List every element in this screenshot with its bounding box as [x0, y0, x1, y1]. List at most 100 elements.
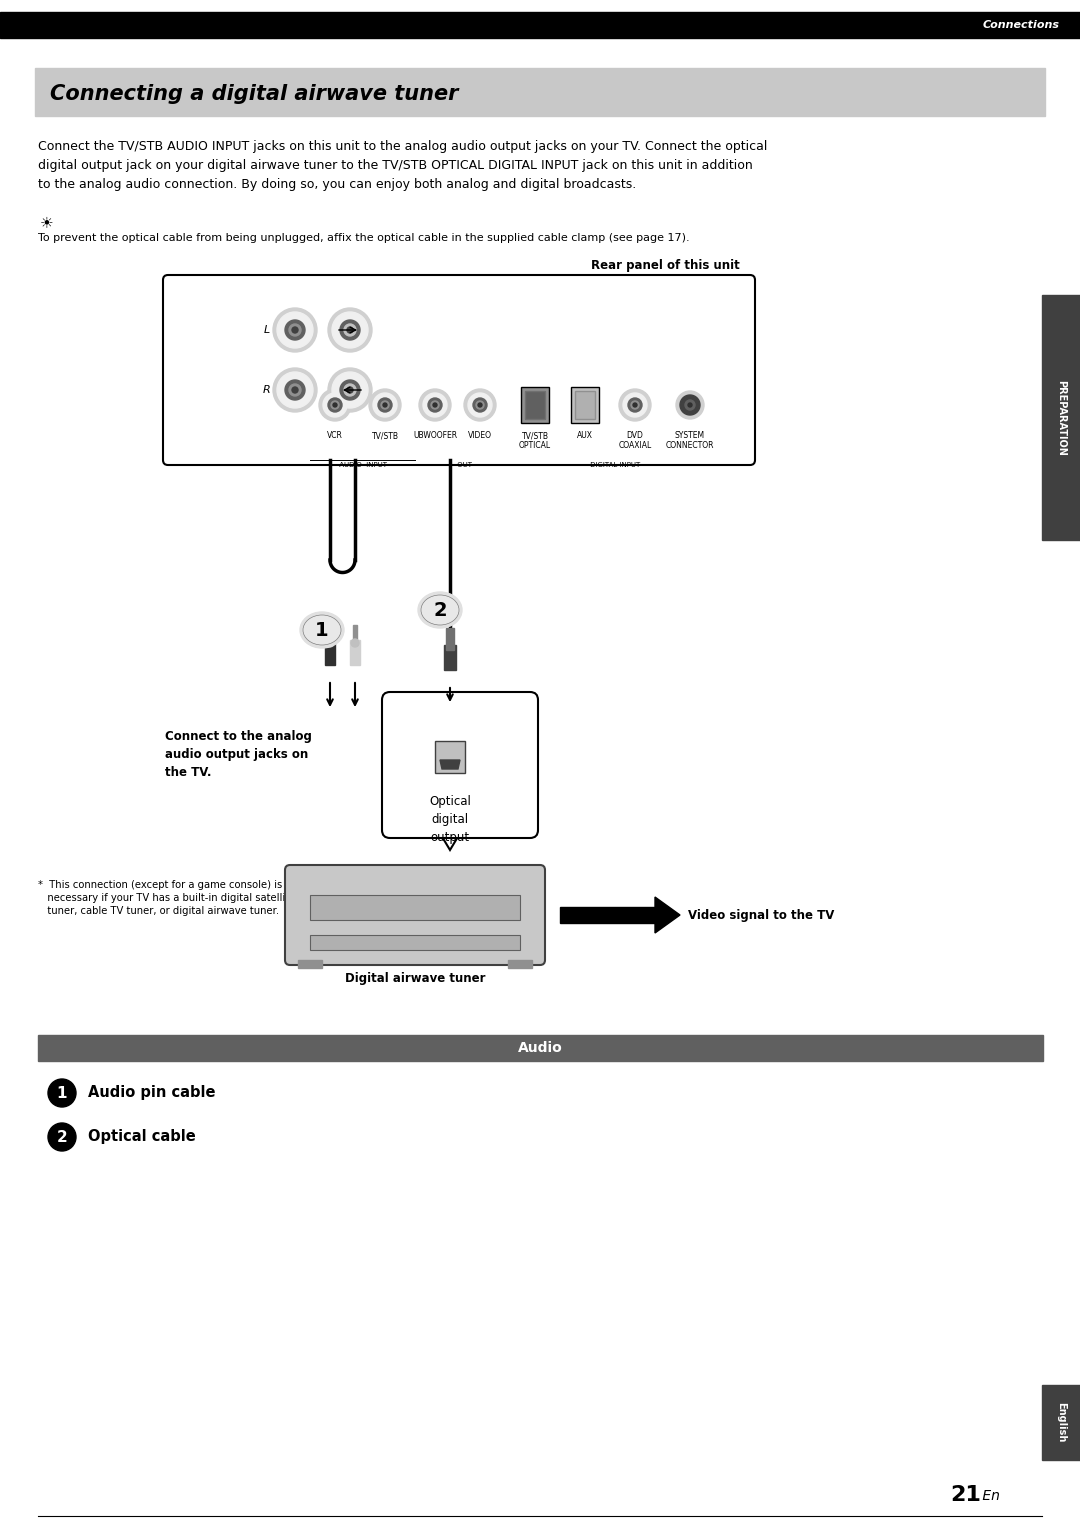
Text: Video signal to the TV: Video signal to the TV — [688, 908, 835, 922]
Text: AUX: AUX — [577, 430, 593, 439]
Circle shape — [369, 389, 401, 421]
Circle shape — [373, 394, 397, 417]
Circle shape — [276, 311, 313, 348]
Circle shape — [345, 324, 356, 336]
Circle shape — [351, 639, 359, 647]
Circle shape — [680, 395, 700, 415]
Bar — [353, 626, 357, 645]
Text: OPTICAL: OPTICAL — [518, 441, 551, 450]
Circle shape — [332, 372, 368, 407]
Text: Rear panel of this unit: Rear panel of this unit — [591, 259, 740, 272]
Bar — [525, 391, 545, 420]
Circle shape — [633, 403, 637, 407]
Circle shape — [631, 401, 639, 409]
Circle shape — [478, 403, 482, 407]
Text: 1: 1 — [57, 1085, 67, 1100]
Text: 2: 2 — [56, 1129, 67, 1144]
Text: Connections: Connections — [983, 20, 1059, 31]
Text: VIDEO: VIDEO — [468, 430, 492, 439]
Text: TV/STB: TV/STB — [372, 430, 399, 439]
Text: To prevent the optical cable from being unplugged, affix the optical cable in th: To prevent the optical cable from being … — [38, 233, 690, 243]
Text: Audio pin cable: Audio pin cable — [87, 1085, 216, 1100]
Text: 1: 1 — [315, 621, 328, 639]
Bar — [571, 388, 599, 423]
FancyBboxPatch shape — [382, 691, 538, 838]
Polygon shape — [440, 760, 460, 769]
Circle shape — [285, 380, 305, 400]
Text: English: English — [1056, 1402, 1066, 1442]
Bar — [325, 639, 335, 665]
Circle shape — [381, 401, 389, 409]
FancyBboxPatch shape — [285, 865, 545, 964]
Circle shape — [627, 398, 642, 412]
Polygon shape — [654, 897, 680, 932]
Text: UBWOOFER: UBWOOFER — [413, 430, 457, 439]
Circle shape — [328, 308, 372, 353]
Bar — [0, 12, 1080, 38]
Circle shape — [476, 401, 484, 409]
Text: — OUT —: — OUT — — [448, 462, 482, 468]
Circle shape — [423, 394, 447, 417]
Circle shape — [328, 398, 342, 412]
Circle shape — [319, 389, 351, 421]
Text: En: En — [978, 1489, 1000, 1503]
Text: VCR: VCR — [327, 430, 343, 439]
Circle shape — [340, 380, 360, 400]
Text: *  This connection (except for a game console) is not
   necessary if your TV ha: * This connection (except for a game con… — [38, 881, 301, 917]
Bar — [327, 626, 333, 645]
Ellipse shape — [418, 592, 462, 629]
Circle shape — [428, 398, 442, 412]
Bar — [1042, 295, 1080, 540]
Text: Optical
digital
output: Optical digital output — [429, 795, 471, 844]
Text: TV/STB: TV/STB — [522, 430, 549, 439]
Circle shape — [473, 398, 487, 412]
Circle shape — [276, 372, 313, 407]
Text: Connect the TV/STB AUDIO INPUT jacks on this unit to the analog audio output jac: Connect the TV/STB AUDIO INPUT jacks on … — [38, 140, 768, 153]
Circle shape — [48, 1123, 76, 1151]
Bar — [435, 742, 465, 774]
Circle shape — [433, 403, 437, 407]
Circle shape — [326, 639, 334, 647]
Circle shape — [619, 389, 651, 421]
Bar — [310, 896, 519, 920]
Bar — [298, 960, 322, 967]
Circle shape — [623, 394, 647, 417]
Bar — [561, 906, 654, 923]
Text: ☀: ☀ — [40, 215, 54, 230]
Circle shape — [292, 388, 298, 394]
Circle shape — [676, 391, 704, 420]
Bar — [521, 388, 549, 423]
Circle shape — [292, 327, 298, 333]
Circle shape — [383, 403, 387, 407]
FancyBboxPatch shape — [163, 275, 755, 465]
Circle shape — [345, 385, 356, 397]
Circle shape — [273, 368, 318, 412]
Text: Optical cable: Optical cable — [87, 1129, 195, 1144]
Circle shape — [323, 394, 347, 417]
Bar — [508, 960, 532, 967]
Bar — [575, 391, 595, 420]
Polygon shape — [438, 830, 462, 850]
Text: PREPARATION: PREPARATION — [1056, 380, 1066, 455]
Circle shape — [347, 388, 353, 394]
Bar — [350, 639, 360, 665]
Circle shape — [285, 320, 305, 340]
Circle shape — [328, 368, 372, 412]
Ellipse shape — [300, 612, 345, 649]
Bar — [438, 827, 461, 832]
Text: 21: 21 — [950, 1485, 981, 1505]
Bar — [446, 629, 454, 650]
Bar — [310, 935, 519, 951]
Text: —— DIGITAL INPUT ——: —— DIGITAL INPUT —— — [573, 462, 657, 468]
Circle shape — [340, 320, 360, 340]
Text: Connect to the analog
audio output jacks on
the TV.: Connect to the analog audio output jacks… — [165, 729, 312, 778]
Circle shape — [685, 400, 696, 410]
Bar — [35, 69, 1045, 116]
Text: to the analog audio connection. By doing so, you can enjoy both analog and digit: to the analog audio connection. By doing… — [38, 179, 636, 191]
Ellipse shape — [303, 615, 341, 645]
Text: Digital airwave tuner: Digital airwave tuner — [345, 972, 485, 984]
Circle shape — [419, 389, 451, 421]
Text: L: L — [264, 325, 270, 336]
Ellipse shape — [421, 595, 459, 626]
Circle shape — [289, 324, 301, 336]
